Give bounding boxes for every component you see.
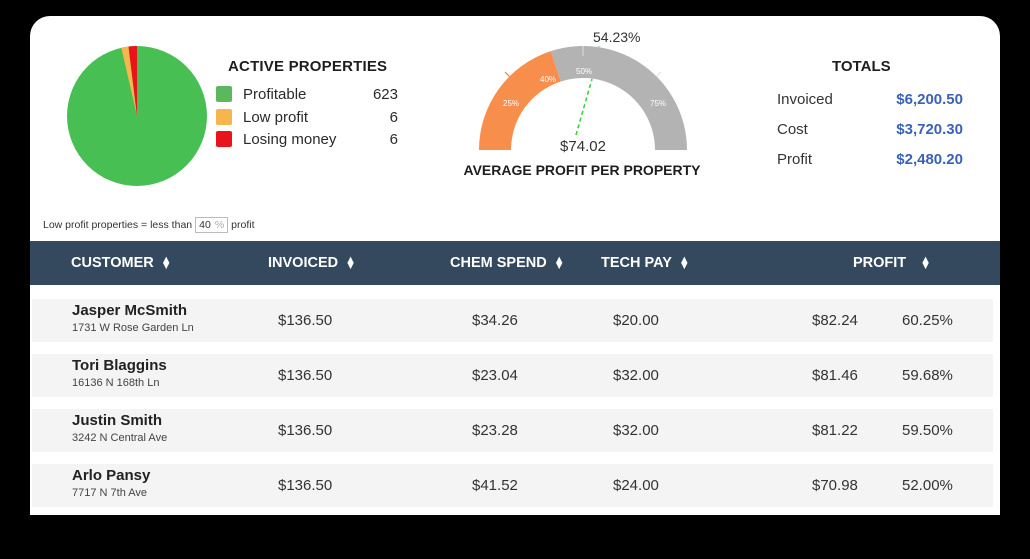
total-invoiced: Invoiced $6,200.50 <box>777 91 963 108</box>
invoiced-cell: $136.50 <box>278 312 333 329</box>
profit-percent-cell: 59.50% <box>902 422 953 439</box>
chem-spend-cell: $23.28 <box>472 422 518 439</box>
column-header-customer[interactable]: CUSTOMER ▲ ▼ <box>71 241 172 285</box>
active-properties-pie-chart <box>67 45 207 186</box>
total-value: $3,720.30 <box>896 121 963 138</box>
orange-swatch-icon <box>216 109 232 125</box>
gauge-band-low <box>479 51 561 150</box>
pie-slice-low-profit <box>121 46 137 116</box>
profit-cell: $70.98 <box>812 477 858 494</box>
legend-count: 6 <box>389 108 398 126</box>
customer-address: 16136 N 168th Ln <box>72 377 160 389</box>
tech-pay-cell: $20.00 <box>613 312 659 329</box>
legend-count: 623 <box>372 85 398 103</box>
gauge-tick-label-75: 75% <box>650 99 666 108</box>
column-label: INVOICED <box>268 255 339 271</box>
legend-count: 6 <box>389 130 398 148</box>
profit-percent-cell: 52.00% <box>902 477 953 494</box>
column-label: TECH PAY <box>601 255 672 271</box>
table-row[interactable]: Jasper McSmith 1731 W Rose Garden Ln $13… <box>32 299 993 342</box>
threshold-prefix: Low profit properties = less than <box>43 219 193 231</box>
customer-name: Justin Smith <box>72 412 163 429</box>
gauge-needle <box>575 78 593 136</box>
column-header-chem-spend[interactable]: CHEM SPEND ▲ ▼ <box>450 241 565 285</box>
pie-slice-losing-money <box>128 45 137 116</box>
table-header: CUSTOMER ▲ ▼ INVOICED ▲ ▼ CHEM SPEND ▲ ▼ TE… <box>30 241 1000 285</box>
column-header-tech-pay[interactable]: TECH PAY ▲ ▼ <box>601 241 690 285</box>
customer-name: Arlo Pansy <box>72 467 151 484</box>
gauge-tick-75 <box>656 71 662 77</box>
gauge-tick-25 <box>504 71 510 77</box>
sort-icon: ▲ ▼ <box>553 254 565 272</box>
profit-cell: $82.24 <box>812 312 858 329</box>
legend-label: Profitable <box>243 85 307 103</box>
customer-name: Tori Blaggins <box>72 357 167 374</box>
customer-address: 7717 N 7th Ave <box>72 487 148 499</box>
customer-name: Jasper McSmith <box>72 302 188 319</box>
invoiced-cell: $136.50 <box>278 422 333 439</box>
gauge-band-high <box>550 46 687 150</box>
gauge-tick-label-25: 25% <box>503 99 519 108</box>
profit-cell: $81.46 <box>812 367 858 384</box>
gauge-title: AVERAGE PROFIT PER PROPERTY <box>463 162 701 178</box>
total-label: Invoiced <box>777 91 833 108</box>
gauge-tick-label-50: 50% <box>576 67 592 76</box>
legend-item-losing-money: Losing money 6 <box>216 128 398 150</box>
totals-title: TOTALS <box>832 58 891 75</box>
gauge-percent: 54.23% <box>593 29 641 45</box>
column-label: PROFIT <box>853 255 907 271</box>
profit-cell: $81.22 <box>812 422 858 439</box>
legend-item-profitable: Profitable 623 <box>216 83 398 105</box>
threshold-suffix: profit <box>231 219 255 231</box>
legend-label: Low profit <box>243 108 309 126</box>
chem-spend-cell: $34.26 <box>472 312 518 329</box>
dashboard-card: ACTIVE PROPERTIES Profitable 623 Low pro… <box>30 16 1000 515</box>
threshold-value: 40 <box>199 219 211 231</box>
threshold-unit: % <box>214 219 225 231</box>
profit-percent-cell: 59.68% <box>902 367 953 384</box>
total-profit: Profit $2,480.20 <box>777 151 963 168</box>
profit-gauge: 25% 40% 50% 75% <box>479 46 687 150</box>
legend-item-low-profit: Low profit 6 <box>216 106 398 128</box>
invoiced-cell: $136.50 <box>278 367 333 384</box>
column-header-invoiced[interactable]: INVOICED ▲ ▼ <box>268 241 356 285</box>
total-label: Cost <box>777 121 808 138</box>
table-row[interactable]: Tori Blaggins 16136 N 168th Ln $136.50 $… <box>32 354 993 397</box>
sort-icon: ▲ ▼ <box>920 254 932 272</box>
table-row[interactable]: Arlo Pansy 7717 N 7th Ave $136.50 $41.52… <box>32 464 993 507</box>
profit-percent-cell: 60.25% <box>902 312 953 329</box>
customer-address: 3242 N Central Ave <box>72 432 168 444</box>
gauge-tick-label-40: 40% <box>540 75 556 84</box>
red-swatch-icon <box>216 131 232 147</box>
sort-icon: ▲ ▼ <box>160 254 172 272</box>
tech-pay-cell: $32.00 <box>613 422 659 439</box>
sort-icon: ▲ ▼ <box>678 254 690 272</box>
total-cost: Cost $3,720.30 <box>777 121 963 138</box>
column-header-profit[interactable]: PROFIT ▲ ▼ <box>853 241 931 285</box>
gauge-value: $74.02 <box>560 138 606 155</box>
sort-icon: ▲ ▼ <box>345 254 356 272</box>
low-profit-threshold: Low profit properties = less than 40 % p… <box>43 217 255 233</box>
total-label: Profit <box>777 151 813 168</box>
chem-spend-cell: $23.04 <box>472 367 518 384</box>
total-value: $6,200.50 <box>896 91 963 108</box>
customer-address: 1731 W Rose Garden Ln <box>72 322 194 334</box>
total-value: $2,480.20 <box>896 151 963 168</box>
tech-pay-cell: $24.00 <box>613 477 659 494</box>
column-label: CHEM SPEND <box>450 255 547 271</box>
chem-spend-cell: $41.52 <box>472 477 518 494</box>
invoiced-cell: $136.50 <box>278 477 333 494</box>
legend-label: Losing money <box>243 130 337 148</box>
column-label: CUSTOMER <box>71 255 154 271</box>
threshold-input[interactable]: 40 % <box>195 217 229 233</box>
tech-pay-cell: $32.00 <box>613 367 659 384</box>
active-properties-title: ACTIVE PROPERTIES <box>228 58 388 75</box>
gauge-marker-icon <box>598 46 601 47</box>
green-swatch-icon <box>216 86 232 102</box>
table-row[interactable]: Justin Smith 3242 N Central Ave $136.50 … <box>32 409 993 452</box>
